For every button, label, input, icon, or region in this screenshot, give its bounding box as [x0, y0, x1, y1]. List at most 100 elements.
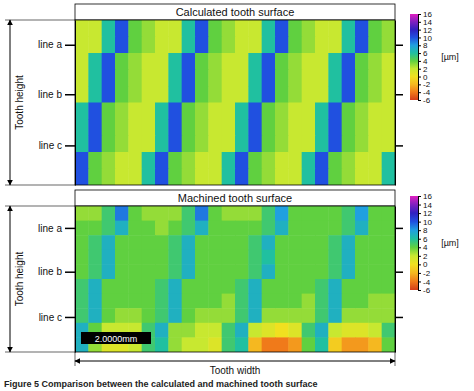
cell — [75, 20, 89, 37]
cell — [155, 86, 169, 103]
cell — [368, 136, 382, 153]
tick-label: line b — [38, 89, 62, 100]
cell — [142, 103, 156, 120]
cell — [355, 206, 369, 221]
cell — [168, 323, 182, 338]
tick-mark — [418, 100, 421, 101]
cell — [235, 53, 249, 70]
cell — [155, 70, 169, 87]
cell — [182, 53, 196, 70]
cell — [102, 250, 116, 265]
cell — [182, 250, 196, 265]
cell — [88, 308, 102, 323]
cell — [115, 235, 129, 250]
cell — [222, 37, 236, 54]
cell — [222, 206, 236, 221]
cell — [382, 53, 395, 70]
cell — [382, 20, 395, 37]
cell — [168, 221, 182, 236]
cell — [75, 294, 89, 309]
cell — [342, 337, 356, 352]
cell — [88, 250, 102, 265]
cell — [222, 20, 236, 37]
cell — [88, 86, 102, 103]
cell — [168, 264, 182, 279]
tick-mark — [65, 271, 75, 273]
cell — [342, 103, 356, 120]
cell — [262, 169, 276, 186]
y-axis-left: line aline bline c — [38, 207, 75, 353]
cell — [195, 308, 209, 323]
cell — [382, 235, 395, 250]
colorbar — [410, 196, 418, 290]
cell — [222, 53, 236, 70]
cell — [315, 250, 329, 265]
title-box — [75, 190, 395, 206]
cell — [115, 169, 129, 186]
cell — [128, 37, 142, 54]
cell — [88, 221, 102, 236]
cell — [302, 86, 316, 103]
cell — [235, 37, 249, 54]
cell — [315, 70, 329, 87]
cell — [315, 152, 329, 169]
cell — [355, 20, 369, 37]
cell — [302, 221, 316, 236]
cell — [382, 221, 395, 236]
cell — [262, 235, 276, 250]
cell — [315, 279, 329, 294]
cell — [368, 86, 382, 103]
cell — [302, 308, 316, 323]
cell — [262, 119, 276, 136]
cell — [302, 70, 316, 87]
cell — [315, 86, 329, 103]
guide-line — [5, 185, 75, 186]
cell — [195, 323, 209, 338]
axis-title: Tooth width — [210, 365, 261, 376]
cell — [235, 323, 249, 338]
cell — [355, 53, 369, 70]
cell — [168, 206, 182, 221]
cell — [315, 308, 329, 323]
cell — [115, 279, 129, 294]
cell — [88, 53, 102, 70]
cell — [155, 337, 169, 352]
cell — [222, 308, 236, 323]
colorbar-label: [µm] — [441, 238, 459, 248]
cell — [315, 323, 329, 338]
cell — [128, 235, 142, 250]
tick: -6 — [418, 96, 431, 105]
cell — [208, 103, 222, 120]
tick-mark — [418, 45, 421, 46]
cell — [302, 279, 316, 294]
cell — [262, 37, 276, 54]
cell — [222, 221, 236, 236]
cell — [222, 86, 236, 103]
tick-mark — [395, 45, 403, 47]
cell — [208, 136, 222, 153]
cell — [355, 279, 369, 294]
cell — [315, 169, 329, 186]
cell — [208, 279, 222, 294]
figure: Calculated tooth surfaceline aline bline… — [0, 0, 474, 391]
cell — [102, 136, 116, 153]
y-axis-left: line aline bline c — [38, 21, 75, 186]
cell — [355, 86, 369, 103]
cell — [102, 294, 116, 309]
cell — [88, 294, 102, 309]
cell — [262, 206, 276, 221]
cell — [248, 221, 262, 236]
cell — [88, 103, 102, 120]
cell — [155, 235, 169, 250]
cell — [328, 86, 342, 103]
cell — [115, 20, 129, 37]
cell — [168, 119, 182, 136]
cell — [368, 53, 382, 70]
tick-mark — [418, 37, 421, 38]
cell — [168, 279, 182, 294]
tick-label: line c — [39, 312, 62, 323]
cell — [368, 70, 382, 87]
cell — [115, 308, 129, 323]
cell — [195, 53, 209, 70]
cell — [155, 169, 169, 186]
